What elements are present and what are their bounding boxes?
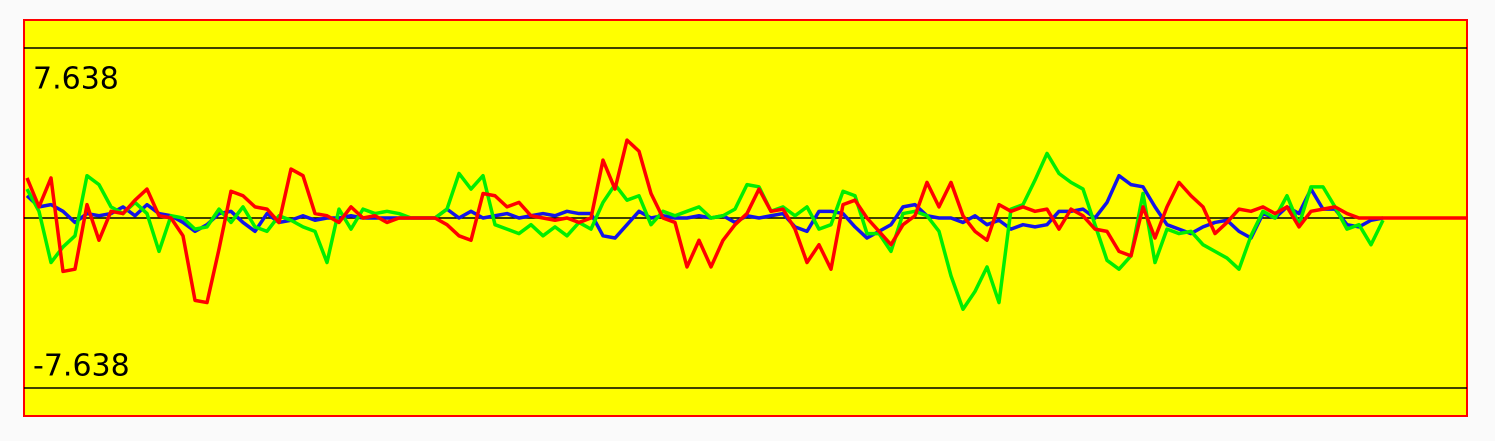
series-line: [25, 151, 1385, 312]
series-line: [25, 138, 1467, 305]
series-line: [25, 173, 1384, 240]
y-tick-label: -7.638: [33, 349, 130, 384]
y-tick-label: 7.638: [33, 62, 119, 97]
